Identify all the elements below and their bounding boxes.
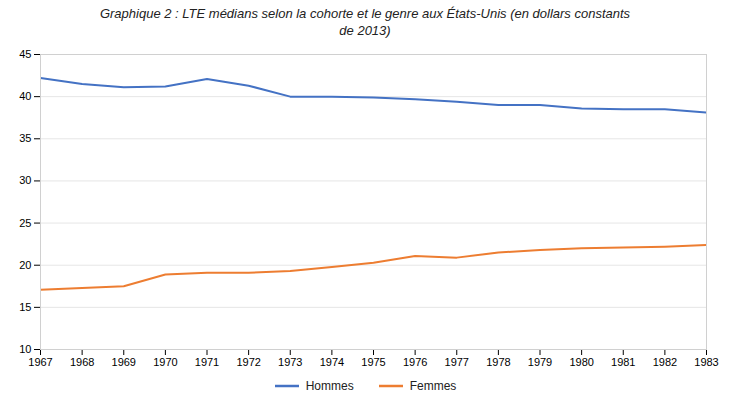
svg-text:1983: 1983: [694, 356, 718, 368]
svg-text:1981: 1981: [611, 356, 635, 368]
svg-text:1969: 1969: [112, 356, 136, 368]
svg-text:1976: 1976: [403, 356, 427, 368]
svg-text:30: 30: [19, 174, 31, 186]
svg-text:1979: 1979: [528, 356, 552, 368]
html-text:Hommes: Hommes: [305, 378, 354, 393]
svg-text:1970: 1970: [153, 356, 177, 368]
svg-text:1968: 1968: [70, 356, 94, 368]
svg-text:10: 10: [19, 343, 31, 355]
svg-text:1982: 1982: [653, 356, 677, 368]
svg-text:1974: 1974: [320, 356, 344, 368]
svg-text:1977: 1977: [445, 356, 469, 368]
svg-text:1967: 1967: [28, 356, 52, 368]
svg-text:1980: 1980: [569, 356, 593, 368]
svg-text:20: 20: [19, 259, 31, 271]
html-text:Femmes: Femmes: [409, 378, 457, 393]
svg-text:40: 40: [19, 90, 31, 102]
svg-text:35: 35: [19, 132, 31, 144]
svg-text:45: 45: [19, 48, 31, 60]
svg-text:1975: 1975: [361, 356, 385, 368]
svg-text:25: 25: [19, 216, 31, 228]
html-text:Graphique 2 : LTE médians selo: Graphique 2 : LTE médians selon la cohor…: [99, 6, 631, 38]
svg-text:1972: 1972: [236, 356, 260, 368]
svg-text:1973: 1973: [278, 356, 302, 368]
svg-text:1978: 1978: [486, 356, 510, 368]
svg-text:15: 15: [19, 301, 31, 313]
svg-text:1971: 1971: [195, 356, 219, 368]
